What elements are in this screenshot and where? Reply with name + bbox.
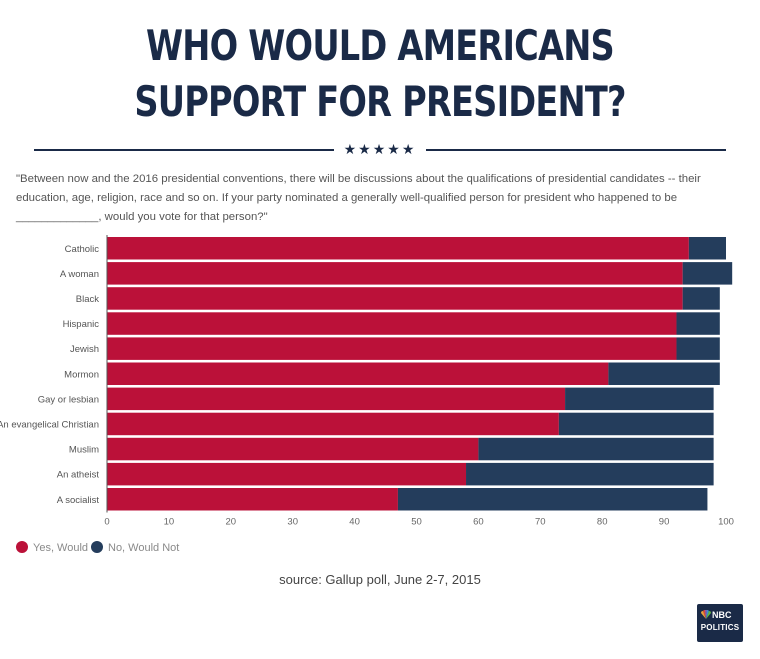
legend-item-yes: Yes, Would — [16, 541, 88, 555]
category-label: A woman — [60, 269, 99, 280]
category-label: An evangelical Christian — [0, 419, 99, 430]
category-label: An atheist — [57, 470, 100, 481]
nbc-politics-logo: NBC POLITICS — [697, 604, 743, 642]
x-tick-label: 60 — [473, 517, 484, 528]
x-tick-label: 40 — [349, 517, 360, 528]
bar-yes — [107, 462, 467, 486]
chart-title: WHO WOULD AMERICANS SUPPORT FOR PRESIDEN… — [134, 21, 626, 126]
bar-yes — [107, 287, 683, 310]
divider-line-right — [426, 149, 726, 151]
x-tick-label: 0 — [104, 517, 109, 528]
bar-yes — [107, 337, 677, 360]
bar-yes — [107, 412, 559, 436]
bar-yes — [107, 237, 689, 260]
category-label: Catholic — [65, 244, 100, 255]
logo-text-nbc: NBC — [712, 610, 732, 620]
survey-question: "Between now and the 2016 presidential c… — [16, 173, 701, 223]
legend-swatch-no — [91, 541, 103, 553]
divider-line-left — [34, 149, 334, 151]
category-label: Muslim — [69, 445, 99, 456]
x-tick-label: 20 — [226, 517, 237, 528]
legend-label-no: No, Would Not — [108, 542, 180, 554]
bar-yes — [107, 262, 683, 285]
stars-icon: ★★★★★ — [343, 142, 417, 158]
x-tick-label: 30 — [287, 517, 298, 528]
peacock-icon — [701, 610, 711, 619]
bar-no — [682, 262, 733, 285]
bar-yes — [107, 312, 677, 335]
x-tick-label: 10 — [164, 517, 175, 528]
bar-no — [466, 462, 714, 486]
category-label: Mormon — [64, 369, 99, 380]
legend-swatch-yes — [16, 541, 28, 553]
stacked-bar-chart: Catholic A woman Black Hispanic Jewish Mormon… — [0, 235, 734, 528]
bar-no — [478, 437, 714, 461]
bar-no — [676, 312, 720, 335]
category-label: A socialist — [57, 495, 100, 506]
star-divider: ★★★★★ — [34, 140, 726, 160]
x-tick-label: 70 — [535, 517, 546, 528]
x-tick-label: 100 — [718, 517, 734, 528]
bar-no — [682, 287, 720, 310]
bar-no — [676, 337, 720, 360]
bar-no — [608, 362, 720, 385]
bar-no — [688, 237, 726, 260]
category-label: Gay or lesbian — [38, 394, 99, 405]
bar-yes — [107, 437, 479, 461]
bar-yes — [107, 488, 398, 511]
legend-item-no: No, Would Not — [91, 541, 179, 555]
x-tick-label: 80 — [597, 517, 608, 528]
category-label: Hispanic — [63, 319, 100, 330]
bar-no — [397, 488, 708, 511]
logo-text-politics: POLITICS — [700, 623, 740, 632]
source-note: source: Gallup poll, June 2-7, 2015 — [279, 572, 481, 587]
x-tick-label: 90 — [659, 517, 670, 528]
bar-yes — [107, 362, 609, 385]
bar-no — [565, 387, 714, 411]
bar-no — [558, 412, 714, 436]
category-label: Black — [76, 294, 99, 305]
bar-yes — [107, 387, 566, 411]
category-label: Jewish — [70, 344, 99, 355]
x-tick-label: 50 — [411, 517, 422, 528]
legend-label-yes: Yes, Would — [33, 542, 89, 554]
